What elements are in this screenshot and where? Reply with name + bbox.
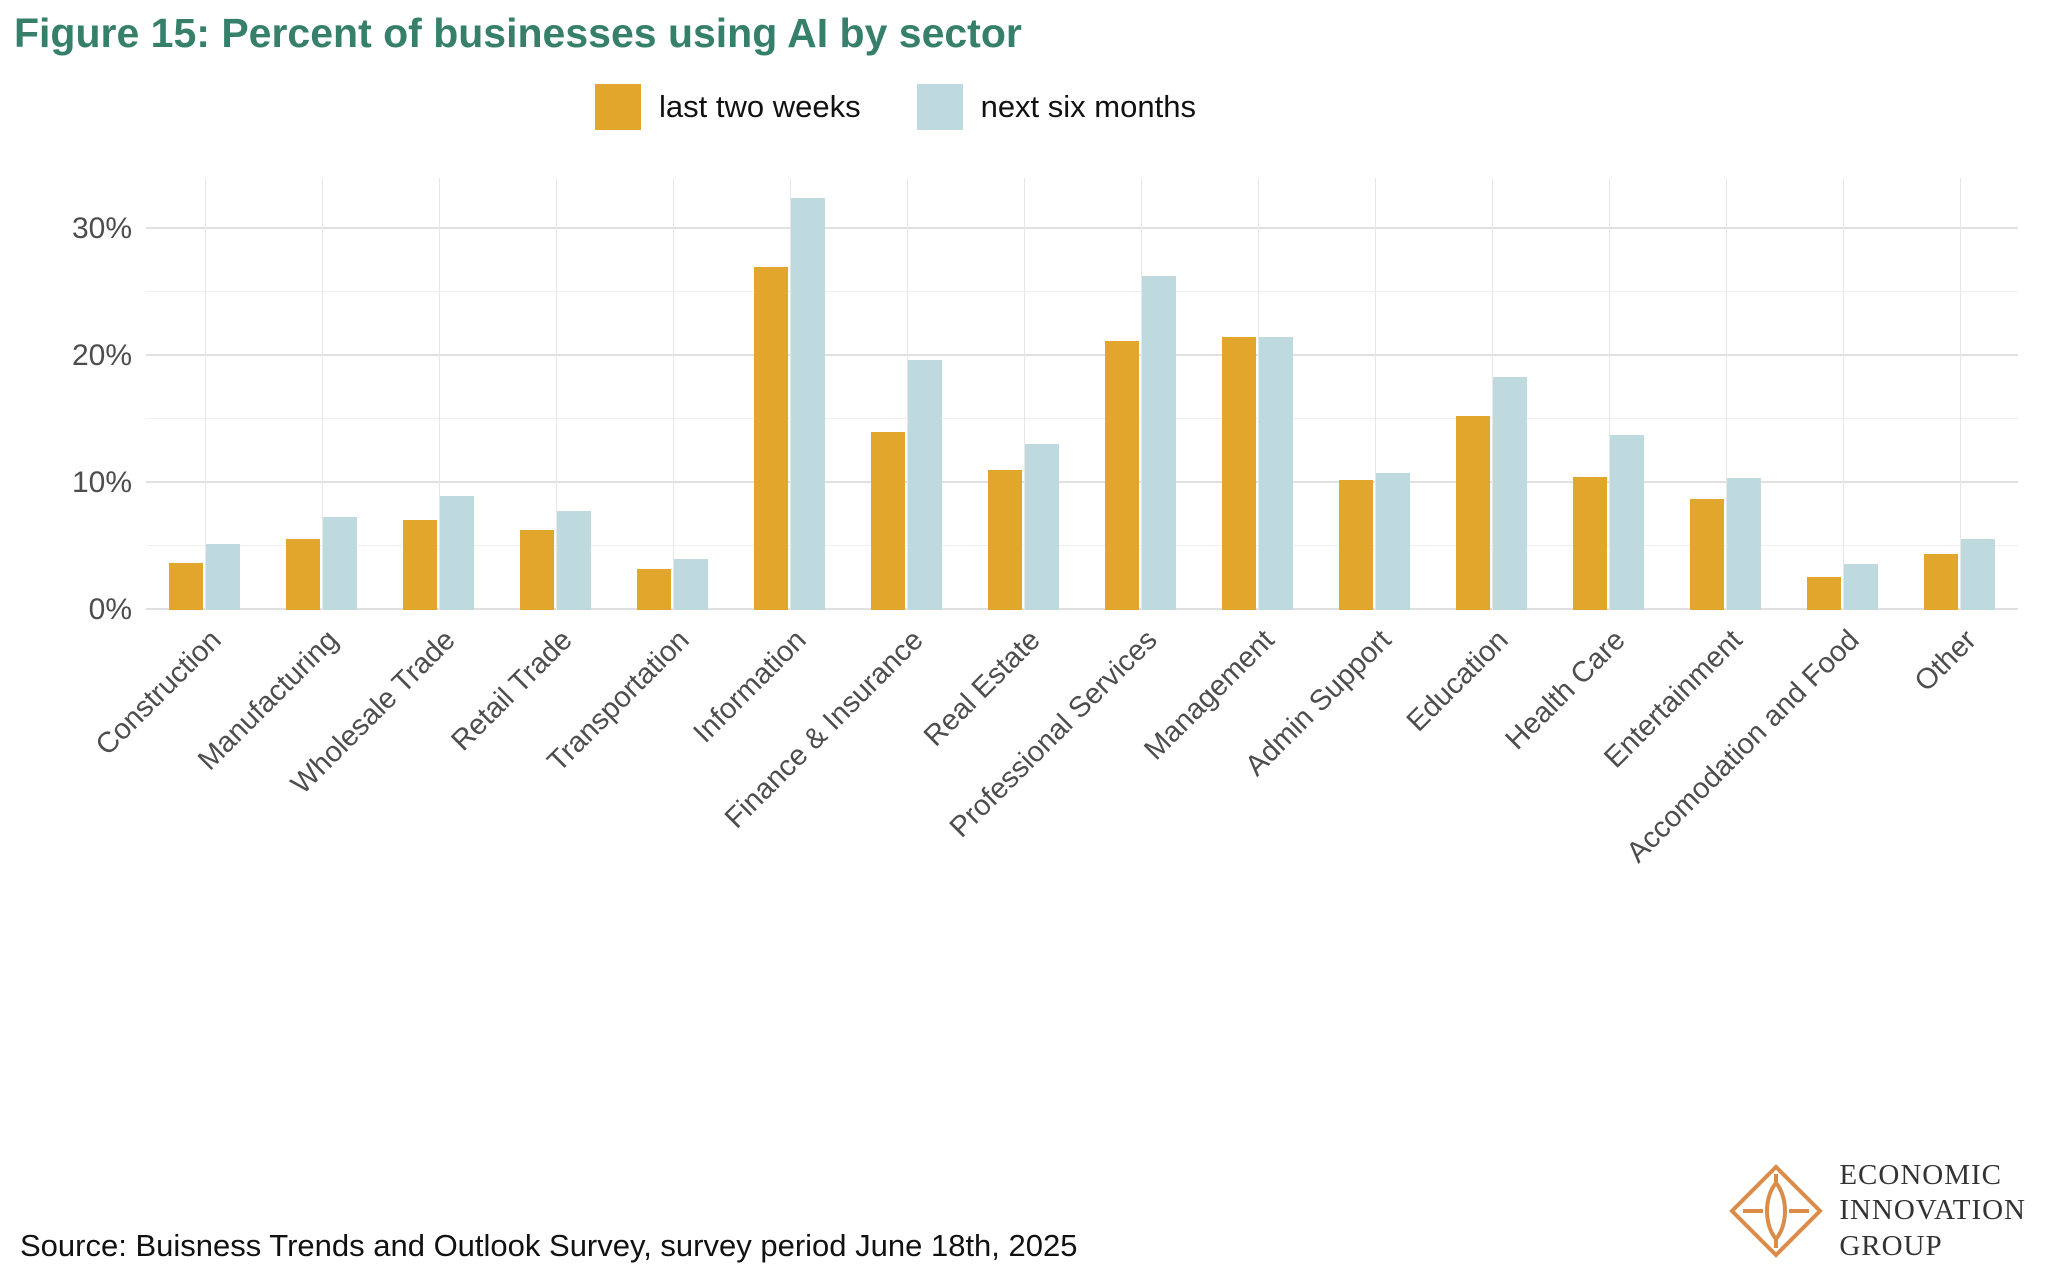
- bar-group: [1082, 178, 1199, 610]
- bar-next-six-months: [1610, 434, 1644, 610]
- bar-group: [1316, 178, 1433, 610]
- vertical-gridline: [1608, 178, 1610, 610]
- bar-next-six-months: [1142, 275, 1176, 610]
- vertical-gridline: [438, 178, 440, 610]
- bar-next-six-months: [1961, 538, 1995, 610]
- gridline-major: [146, 608, 2018, 610]
- bar-last-two-weeks: [637, 569, 671, 610]
- x-axis-cell: Other: [1901, 614, 2018, 884]
- eig-diamond-icon: [1729, 1164, 1824, 1258]
- bar-last-two-weeks: [754, 266, 788, 610]
- bar-last-two-weeks: [1456, 415, 1490, 610]
- legend-item-last-two-weeks: last two weeks: [595, 84, 861, 130]
- bar-chart: 0% 10% 20% 30%: [40, 178, 2018, 625]
- bar-next-six-months: [1727, 477, 1761, 610]
- bar-last-two-weeks: [871, 432, 905, 610]
- bar-group: [1550, 178, 1667, 610]
- legend-item-next-six-months: next six months: [916, 84, 1196, 130]
- bar-last-two-weeks: [1924, 554, 1958, 610]
- bar-group: [1901, 178, 2018, 610]
- vertical-gridline: [906, 178, 908, 610]
- eig-logo: ECONOMIC INNOVATION GROUP: [1729, 1158, 2026, 1264]
- bar-last-two-weeks: [520, 529, 554, 610]
- bar-next-six-months: [557, 510, 591, 610]
- gridline-major: [146, 353, 2018, 356]
- legend-swatch-orange: [595, 84, 641, 130]
- gridline-minor: [146, 291, 2018, 293]
- bar-next-six-months: [206, 543, 240, 610]
- bar-last-two-weeks: [403, 519, 437, 610]
- bar-group: [146, 178, 263, 610]
- bar-group: [1433, 178, 1550, 610]
- vertical-gridline: [555, 178, 557, 610]
- vertical-gridline: [1491, 178, 1493, 610]
- logo-line: GROUP: [1839, 1229, 1943, 1262]
- source-note: Source: Buisness Trends and Outlook Surv…: [20, 1228, 1078, 1263]
- logo-line: INNOVATION: [1839, 1194, 2026, 1227]
- gridline-major: [146, 480, 2018, 483]
- bar-last-two-weeks: [169, 563, 203, 610]
- y-axis-tick-label: 30%: [71, 211, 132, 245]
- bar-next-six-months: [674, 559, 708, 610]
- bar-group: [1784, 178, 1901, 610]
- bar-next-six-months: [791, 198, 825, 610]
- legend-label: last two weeks: [659, 89, 861, 124]
- vertical-gridline: [1374, 178, 1376, 610]
- plot-area: [146, 178, 2018, 610]
- bar-group: [497, 178, 614, 610]
- bar-next-six-months: [440, 495, 474, 610]
- vertical-gridline: [321, 178, 323, 610]
- bar-next-six-months: [323, 517, 357, 610]
- vertical-gridline: [672, 178, 674, 610]
- bar-group: [1199, 178, 1316, 610]
- bar-last-two-weeks: [1573, 476, 1607, 610]
- y-axis: 0% 10% 20% 30%: [40, 178, 132, 624]
- vertical-gridline: [789, 178, 791, 610]
- vertical-gridline: [1959, 178, 1961, 610]
- bar-group: [965, 178, 1082, 610]
- bar-last-two-weeks: [1105, 340, 1139, 610]
- legend-label: next six months: [980, 89, 1196, 124]
- bar-last-two-weeks: [286, 538, 320, 610]
- bar-last-two-weeks: [1690, 499, 1724, 610]
- y-axis-tick-label: 10%: [71, 465, 132, 499]
- bar-last-two-weeks: [1807, 576, 1841, 610]
- bar-group: [263, 178, 380, 610]
- y-axis-tick-label: 20%: [71, 338, 132, 372]
- vertical-gridline: [1725, 178, 1727, 610]
- bar-group: [614, 178, 731, 610]
- bar-group: [1667, 178, 1784, 610]
- vertical-gridline: [1140, 178, 1142, 610]
- vertical-gridline: [204, 178, 206, 610]
- logo-line: ECONOMIC: [1839, 1158, 2002, 1191]
- bar-next-six-months: [908, 359, 942, 610]
- bar-next-six-months: [1025, 443, 1059, 610]
- chart-legend: last two weeks next six months: [595, 84, 1196, 130]
- bar-last-two-weeks: [988, 470, 1022, 610]
- gridline-minor: [146, 418, 2018, 420]
- bar-next-six-months: [1844, 564, 1878, 610]
- bar-last-two-weeks: [1222, 336, 1256, 610]
- x-axis: Construction Manufacturing Wholesale Trade…: [89, 614, 2018, 884]
- bar-group: [848, 178, 965, 610]
- vertical-gridline: [1842, 178, 1844, 610]
- bar-next-six-months: [1493, 377, 1527, 610]
- gridline-major: [146, 226, 2018, 229]
- bar-next-six-months: [1259, 336, 1293, 610]
- bar-group: [380, 178, 497, 610]
- bar-last-two-weeks: [1339, 480, 1373, 610]
- vertical-gridline: [1257, 178, 1259, 610]
- eig-logo-text: ECONOMIC INNOVATION GROUP: [1839, 1158, 2026, 1264]
- vertical-gridline: [1023, 178, 1025, 610]
- bar-next-six-months: [1376, 472, 1410, 610]
- legend-swatch-blue: [916, 84, 963, 130]
- bar-group: [731, 178, 848, 610]
- chart-title: Figure 15: Percent of businesses using A…: [14, 10, 1022, 56]
- bar-groups: [146, 178, 2018, 610]
- gridline-minor: [146, 545, 2018, 547]
- y-axis-tick-label: 0%: [88, 593, 132, 626]
